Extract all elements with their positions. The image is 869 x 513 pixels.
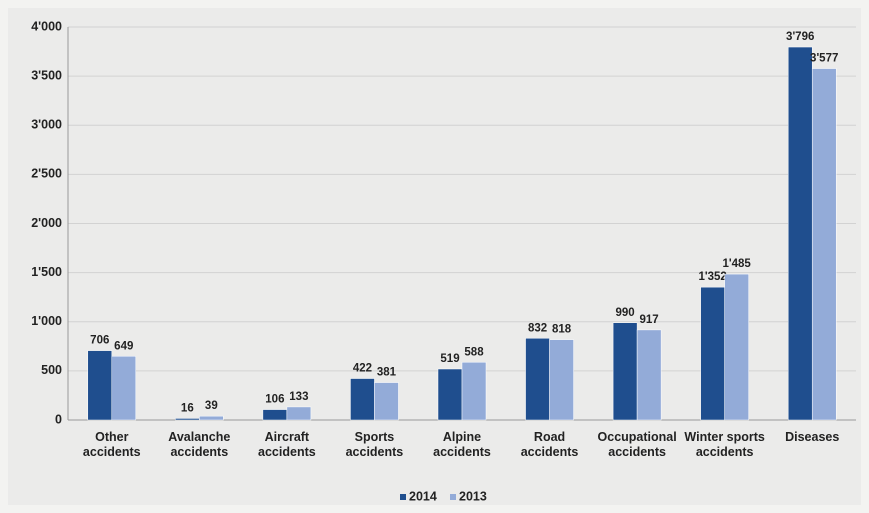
- x-tick-label: Avalanche accidents: [168, 430, 231, 459]
- value-label: 1'485: [723, 258, 752, 270]
- value-label: 106: [265, 394, 284, 406]
- value-label: 588: [464, 346, 484, 358]
- bar: [286, 406, 312, 421]
- value-label: 422: [353, 363, 372, 375]
- legend-label: 2013: [459, 489, 487, 503]
- bar: [437, 368, 463, 421]
- x-tick-label: Winter sports accidents: [684, 430, 765, 459]
- bar: [811, 68, 837, 421]
- x-tick-label: Sports accidents: [345, 430, 404, 459]
- bar: [350, 378, 375, 421]
- bar: [199, 415, 224, 421]
- value-label: 1'352: [699, 271, 727, 283]
- bar: [461, 361, 487, 421]
- value-label: 706: [90, 335, 109, 347]
- legend-label: 2014: [409, 489, 437, 503]
- value-label: 39: [205, 400, 218, 412]
- x-tick-label: Occupational accidents: [597, 430, 677, 459]
- bar: [549, 339, 574, 421]
- value-label: 381: [377, 367, 397, 379]
- value-label: 832: [528, 322, 547, 334]
- value-label: 3'796: [786, 31, 814, 43]
- value-label: 133: [289, 391, 308, 403]
- value-label: 818: [552, 324, 572, 336]
- bar: [636, 329, 662, 421]
- y-tick-label: 2'000: [31, 216, 62, 230]
- value-label: 3'577: [810, 53, 838, 65]
- bar: [612, 322, 638, 421]
- value-label: 16: [181, 402, 194, 414]
- y-tick-label: 2'500: [31, 167, 62, 181]
- value-label: 917: [640, 314, 659, 326]
- x-tick-label: Other accidents: [82, 430, 141, 459]
- chart-panel: [8, 8, 861, 505]
- bar: [374, 382, 399, 421]
- bar: [700, 286, 725, 421]
- bar: [87, 350, 113, 421]
- x-tick-label: Aircraft accidents: [258, 430, 316, 459]
- bar: [724, 273, 749, 421]
- y-tick-label: 0: [55, 412, 62, 426]
- y-tick-label: 1'500: [31, 265, 62, 279]
- value-label: 519: [440, 353, 459, 365]
- y-tick-label: 4'000: [31, 19, 62, 33]
- x-tick-label: Alpine accidents: [433, 430, 491, 459]
- bar: [787, 46, 813, 421]
- y-tick-label: 3'500: [31, 68, 62, 82]
- bar: [111, 355, 137, 421]
- y-tick-label: 1'000: [31, 314, 62, 328]
- bar: [262, 409, 288, 421]
- value-label: 990: [616, 307, 635, 319]
- x-tick-label: Diseases: [785, 430, 840, 444]
- value-label: 649: [114, 340, 133, 352]
- y-tick-label: 500: [41, 363, 62, 377]
- bar: [175, 418, 200, 421]
- bar: [525, 338, 550, 421]
- x-tick-label: Road accidents: [520, 430, 579, 459]
- y-tick-label: 3'000: [31, 118, 62, 132]
- legend-marker: [400, 494, 406, 500]
- legend-marker: [450, 494, 456, 500]
